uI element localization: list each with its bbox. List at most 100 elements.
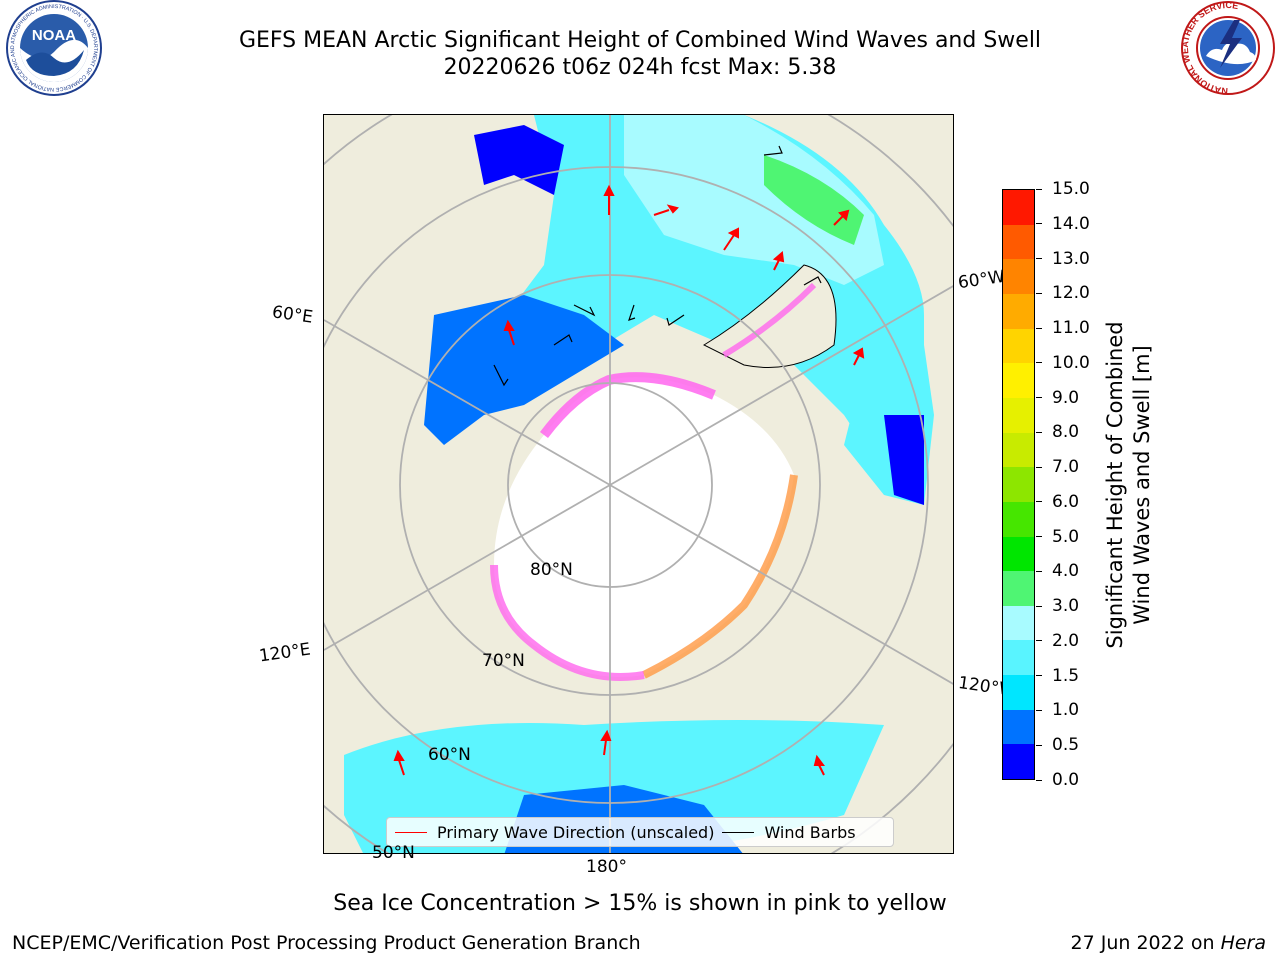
greenland (702, 264, 837, 368)
colorbar-tick-label: 0.0 (1052, 770, 1080, 790)
lat-label-70: 70°N (482, 651, 525, 671)
ice-note: Sea Ice Concentration > 15% is shown in … (333, 891, 947, 916)
colorbar-tick-label: 12.0 (1052, 283, 1090, 304)
colorbar-segment (1003, 397, 1034, 433)
colorbar-segment (1003, 640, 1034, 676)
colorbar-segment (1003, 328, 1034, 364)
colorbar-fill (1003, 190, 1034, 779)
nws-logo: NATIONAL WEATHER SERVICE (1180, 0, 1275, 96)
colorbar-tick: 5.0 (1036, 527, 1079, 547)
colorbar-tick-label: 5.0 (1052, 526, 1080, 547)
colorbar-tick-label: 6.0 (1052, 491, 1080, 512)
lon-label-60w: 60°W (956, 266, 1007, 294)
colorbar-tick: 1.5 (1036, 666, 1079, 686)
colorbar-tick-mark (1036, 640, 1042, 642)
colorbar-tick-label: 14.0 (1052, 213, 1090, 234)
colorbar-segment (1003, 467, 1034, 502)
colorbar-segment (1003, 190, 1034, 225)
colorbar-tick: 12.0 (1036, 283, 1090, 303)
colorbar-tick: 9.0 (1036, 388, 1079, 408)
legend-item-barb: Wind Barbs (714, 822, 856, 842)
colorbar-segment (1003, 744, 1034, 779)
ice-edge-3 (490, 564, 645, 681)
colorbar-segment (1003, 536, 1034, 572)
colorbar-tick: 0.0 (1036, 770, 1079, 790)
wave-arrows (393, 184, 865, 776)
footer-host: Hera (1220, 932, 1266, 954)
colorbar-tick-mark (1036, 675, 1042, 677)
ocean-atlantic-light (624, 115, 884, 285)
colorbar-segment (1003, 675, 1034, 710)
wind-barbs (493, 145, 822, 387)
colorbar-tick: 8.0 (1036, 422, 1079, 442)
colorbar-tick-label: 7.0 (1052, 457, 1080, 478)
colorbar-tick-label: 15.0 (1052, 179, 1090, 199)
lat-label-60: 60°N (428, 745, 471, 765)
colorbar-tick: 2.0 (1036, 631, 1079, 651)
legend-wave-swatch (395, 831, 427, 833)
colorbar-tick-mark (1036, 223, 1042, 225)
legend-wave-label: Primary Wave Direction (unscaled) (437, 822, 715, 842)
colorbar-segment (1003, 571, 1034, 606)
colorbar-tick-label: 3.0 (1052, 596, 1080, 617)
ice-edge (540, 372, 716, 439)
colorbar (1002, 189, 1035, 780)
colorbar-tick: 1.0 (1036, 700, 1079, 720)
noaa-logo: NOAA NATIONAL OCEANIC AND ATMOSPHERIC AD… (6, 0, 102, 96)
colorbar-title-line1: Significant Height of Combined (1103, 321, 1127, 649)
colorbar-tick-mark (1036, 744, 1042, 746)
legend-barb-swatch (722, 831, 755, 833)
colorbar-tick-label: 1.5 (1052, 665, 1080, 686)
colorbar-tick-mark (1036, 605, 1042, 607)
lon-label-60e: 60°E (270, 302, 315, 328)
colorbar-tick: 15.0 (1036, 179, 1090, 199)
chart-title: GEFS MEAN Arctic Significant Height of C… (238, 28, 1042, 53)
ice-edge-2 (642, 474, 798, 679)
colorbar-tick-mark (1036, 397, 1042, 399)
colorbar-tick: 0.5 (1036, 735, 1079, 755)
colorbar-tick-label: 0.5 (1052, 735, 1080, 756)
colorbar-tick: 11.0 (1036, 318, 1090, 338)
colorbar-tick-mark (1036, 466, 1042, 468)
sea-ice (494, 377, 794, 677)
colorbar-tick: 10.0 (1036, 353, 1090, 373)
lat-label-80: 80°N (530, 560, 573, 580)
ocean-whitesea (474, 125, 564, 195)
colorbar-tick: 6.0 (1036, 492, 1079, 512)
greenland-ice (722, 282, 817, 358)
colorbar-segment (1003, 259, 1034, 295)
ocean-hudson (884, 415, 924, 505)
colorbar-tick-label: 4.0 (1052, 561, 1080, 582)
lon-label-120e: 120°E (257, 639, 312, 667)
graticule (324, 115, 953, 853)
colorbar-segment (1003, 294, 1034, 329)
lon-label-180: 180° (586, 857, 627, 877)
colorbar-tick-mark (1036, 709, 1042, 711)
colorbar-tick: 3.0 (1036, 596, 1079, 616)
colorbar-tick-mark (1036, 501, 1042, 503)
map-legend: Primary Wave Direction (unscaled) Wind B… (386, 817, 894, 847)
colorbar-title-line2: Wind Waves and Swell [m] (1130, 345, 1154, 625)
colorbar-tick-mark (1036, 362, 1042, 364)
colorbar-tick: 7.0 (1036, 457, 1079, 477)
colorbar-tick-label: 10.0 (1052, 352, 1090, 373)
map-canvas (324, 115, 953, 853)
colorbar-tick-mark (1036, 292, 1042, 294)
colorbar-segment (1003, 501, 1034, 537)
colorbar-tick-mark (1036, 258, 1042, 260)
colorbar-segment (1003, 709, 1034, 745)
colorbar-tick-mark (1036, 570, 1042, 572)
ocean-green-swell (764, 155, 864, 245)
footer-left: NCEP/EMC/Verification Post Processing Pr… (12, 932, 641, 954)
chart-subtitle: 20220626 t06z 024h fcst Max: 5.38 (443, 55, 837, 80)
legend-barb-label: Wind Barbs (764, 822, 856, 842)
colorbar-segment (1003, 432, 1034, 468)
svg-text:NOAA: NOAA (32, 27, 76, 44)
footer-right: 27 Jun 2022 on Hera (1071, 932, 1267, 954)
colorbar-tick-label: 8.0 (1052, 422, 1080, 443)
colorbar-tick-mark (1036, 431, 1042, 433)
colorbar-segment (1003, 605, 1034, 641)
colorbar-tick-mark (1036, 188, 1042, 190)
colorbar-tick-mark (1036, 327, 1042, 329)
legend-item-wave: Primary Wave Direction (unscaled) (387, 823, 714, 842)
